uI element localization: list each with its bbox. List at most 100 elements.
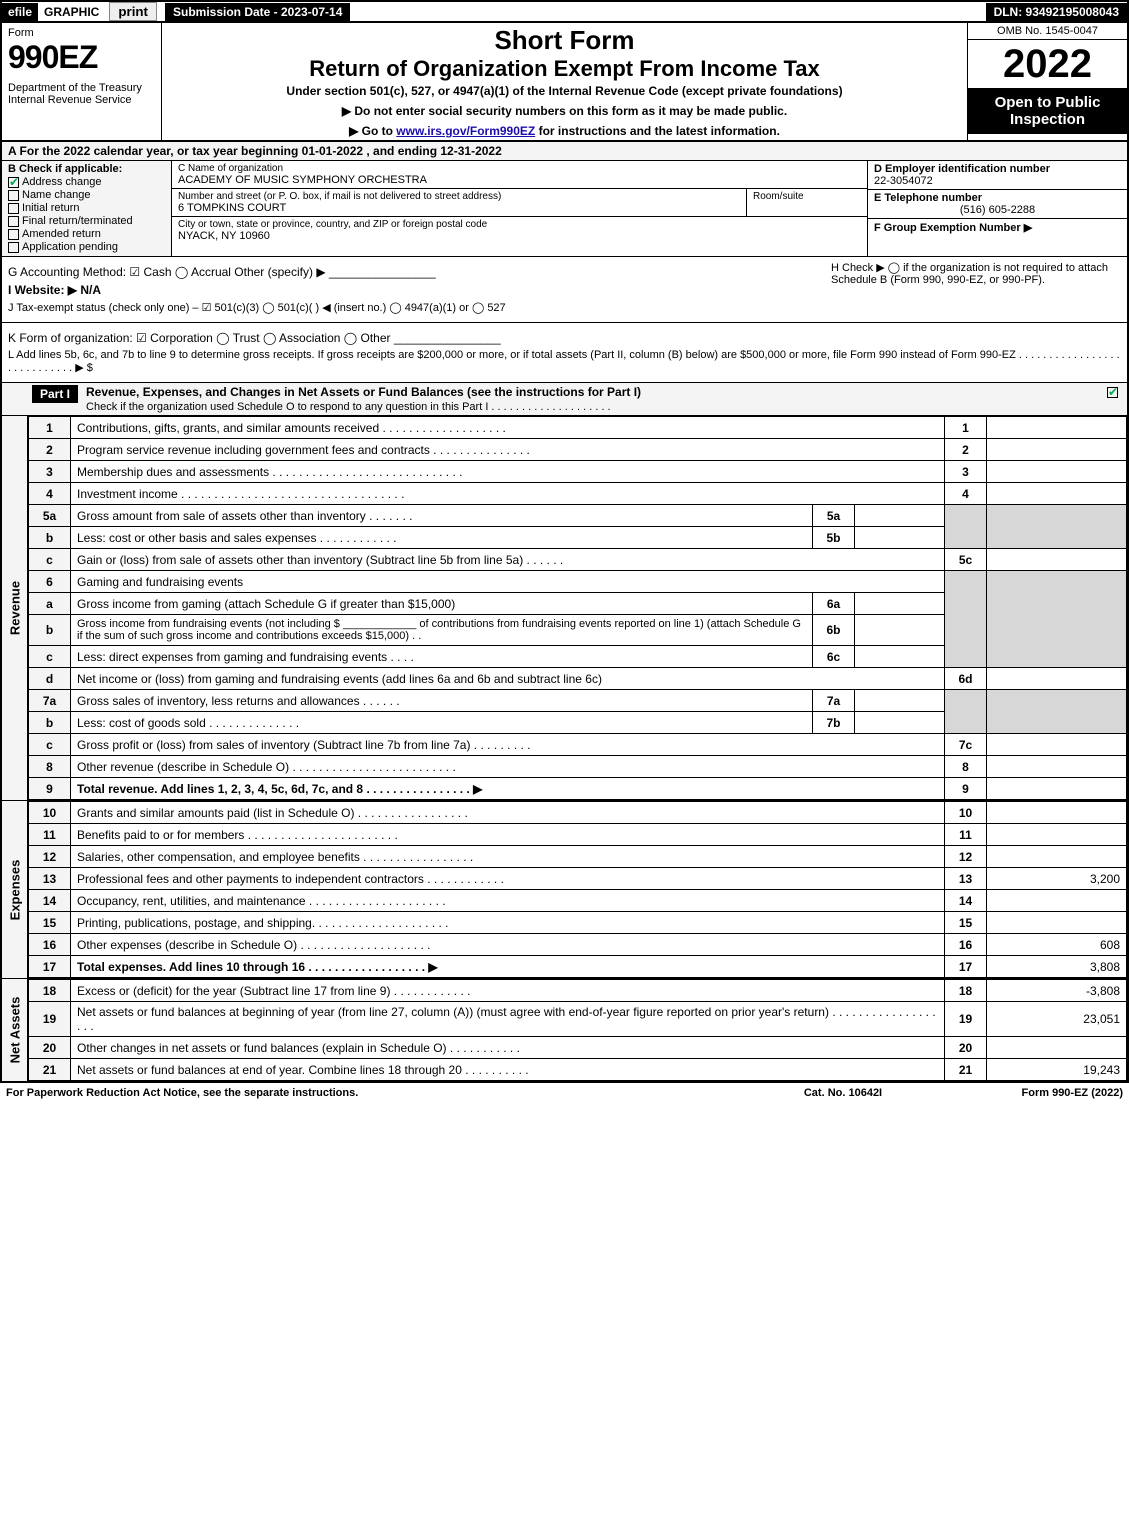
section-kl: K Form of organization: ☑ Corporation ◯ …: [0, 323, 1129, 382]
d3-label: F Group Exemption Number ▶: [874, 222, 1032, 234]
section-bcd: B Check if applicable: Address change Na…: [0, 161, 1129, 257]
b-item-4[interactable]: Amended return: [8, 228, 165, 240]
c2-label: Number and street (or P. O. box, if mail…: [178, 191, 740, 202]
d1-value: 22-3054072: [874, 175, 933, 187]
table-row: 20Other changes in net assets or fund ba…: [29, 1037, 1127, 1059]
netassets-block: Net Assets 18Excess or (deficit) for the…: [0, 979, 1129, 1083]
row-a-text: A For the 2022 calendar year, or tax yea…: [8, 144, 502, 158]
title-short: Short Form: [168, 25, 961, 56]
d2-value: (516) 605-2288: [874, 204, 1121, 216]
c3-label: City or town, state or province, country…: [178, 219, 861, 230]
line-g: G Accounting Method: ☑ Cash ◯ Accrual Ot…: [8, 265, 821, 279]
line-h: H Check ▶ ◯ if the organization is not r…: [821, 261, 1121, 318]
note2-pre: ▶ Go to: [349, 124, 396, 138]
c3-value: NYACK, NY 10960: [178, 230, 861, 242]
title-under: Under section 501(c), 527, or 4947(a)(1)…: [168, 84, 961, 98]
part-i-title: Revenue, Expenses, and Changes in Net As…: [86, 385, 641, 399]
d2-label: E Telephone number: [874, 192, 982, 204]
dln-label: DLN: 93492195008043: [986, 3, 1127, 21]
graphic-label: GRAPHIC: [38, 3, 105, 21]
table-row: 8Other revenue (describe in Schedule O) …: [29, 756, 1127, 778]
table-row: 7aGross sales of inventory, less returns…: [29, 690, 1127, 712]
line-i: I Website: ▶ N/A: [8, 283, 821, 297]
b-item-0[interactable]: Address change: [8, 176, 165, 188]
efile-label: efile: [2, 3, 38, 21]
row-a: A For the 2022 calendar year, or tax yea…: [0, 142, 1129, 161]
c-address: Number and street (or P. O. box, if mail…: [172, 189, 867, 217]
table-row: 14Occupancy, rent, utilities, and mainte…: [29, 890, 1127, 912]
side-revenue: Revenue: [2, 416, 28, 800]
c-name: C Name of organization ACADEMY OF MUSIC …: [172, 161, 867, 189]
table-row: 16Other expenses (describe in Schedule O…: [29, 934, 1127, 956]
footer-left: For Paperwork Reduction Act Notice, see …: [6, 1087, 743, 1099]
table-row: 21Net assets or fund balances at end of …: [29, 1059, 1127, 1081]
revenue-table: 1Contributions, gifts, grants, and simil…: [28, 416, 1127, 800]
line-j: J Tax-exempt status (check only one) – ☑…: [8, 301, 821, 314]
form-number: 990EZ: [8, 39, 155, 76]
page-footer: For Paperwork Reduction Act Notice, see …: [0, 1083, 1129, 1103]
c1-value: ACADEMY OF MUSIC SYMPHONY ORCHESTRA: [178, 174, 861, 186]
footer-right: Form 990-EZ (2022): [943, 1087, 1123, 1099]
c-city: City or town, state or province, country…: [172, 217, 867, 244]
side-expenses: Expenses: [2, 801, 28, 978]
line-k: K Form of organization: ☑ Corporation ◯ …: [8, 331, 1121, 345]
table-row: 13Professional fees and other payments t…: [29, 868, 1127, 890]
c2-value: 6 TOMPKINS COURT: [178, 202, 740, 214]
table-row: 11Benefits paid to or for members . . . …: [29, 824, 1127, 846]
section-d: D Employer identification number22-30540…: [867, 161, 1127, 256]
table-row: 1Contributions, gifts, grants, and simil…: [29, 417, 1127, 439]
checkbox-icon[interactable]: [8, 177, 19, 188]
print-button[interactable]: print: [109, 2, 157, 21]
b-title: B Check if applicable:: [8, 163, 165, 175]
irs-link[interactable]: www.irs.gov/Form990EZ: [396, 124, 535, 138]
header-center: Short Form Return of Organization Exempt…: [162, 23, 967, 140]
note-link: ▶ Go to www.irs.gov/Form990EZ for instru…: [168, 124, 961, 138]
b-item-5[interactable]: Application pending: [8, 241, 165, 253]
checkbox-icon[interactable]: [8, 229, 19, 240]
footer-mid: Cat. No. 10642I: [743, 1087, 943, 1099]
line-l: L Add lines 5b, 6c, and 7b to line 9 to …: [8, 349, 1121, 374]
checkbox-icon[interactable]: [8, 190, 19, 201]
checkbox-icon[interactable]: [1107, 387, 1118, 398]
checkbox-icon[interactable]: [8, 203, 19, 214]
b-item-2[interactable]: Initial return: [8, 202, 165, 214]
table-row: 5aGross amount from sale of assets other…: [29, 505, 1127, 527]
omb-label: OMB No. 1545-0047: [968, 23, 1127, 40]
table-row: 10Grants and similar amounts paid (list …: [29, 802, 1127, 824]
form-header: Form 990EZ Department of the Treasury In…: [0, 23, 1129, 142]
note2-post: for instructions and the latest informat…: [535, 124, 780, 138]
netassets-table: 18Excess or (deficit) for the year (Subt…: [28, 979, 1127, 1081]
expenses-table: 10Grants and similar amounts paid (list …: [28, 801, 1127, 978]
section-ghi: G Accounting Method: ☑ Cash ◯ Accrual Ot…: [0, 257, 1129, 322]
checkbox-icon[interactable]: [8, 216, 19, 227]
table-row: 9Total revenue. Add lines 1, 2, 3, 4, 5c…: [29, 778, 1127, 800]
header-left: Form 990EZ Department of the Treasury In…: [2, 23, 162, 140]
table-row: 4Investment income . . . . . . . . . . .…: [29, 483, 1127, 505]
table-row: 6Gaming and fundraising events: [29, 571, 1127, 593]
tax-year: 2022: [968, 40, 1127, 88]
table-row: 12Salaries, other compensation, and empl…: [29, 846, 1127, 868]
table-row: 3Membership dues and assessments . . . .…: [29, 461, 1127, 483]
part-i-label: Part I: [32, 385, 78, 403]
open-public: Open to Public Inspection: [968, 88, 1127, 134]
dept-label: Department of the Treasury Internal Reve…: [8, 82, 155, 106]
note-ssn: ▶ Do not enter social security numbers o…: [168, 104, 961, 118]
table-row: 15Printing, publications, postage, and s…: [29, 912, 1127, 934]
form-word: Form: [8, 27, 155, 39]
c2r-label: Room/suite: [753, 191, 861, 202]
expenses-block: Expenses 10Grants and similar amounts pa…: [0, 801, 1129, 979]
part-i-sub: Check if the organization used Schedule …: [86, 401, 611, 413]
table-row: 19Net assets or fund balances at beginni…: [29, 1002, 1127, 1037]
revenue-block: Revenue 1Contributions, gifts, grants, a…: [0, 416, 1129, 801]
c1-label: C Name of organization: [178, 163, 861, 174]
header-right: OMB No. 1545-0047 2022 Open to Public In…: [967, 23, 1127, 140]
b-item-3[interactable]: Final return/terminated: [8, 215, 165, 227]
b-item-1[interactable]: Name change: [8, 189, 165, 201]
checkbox-icon[interactable]: [8, 242, 19, 253]
table-row: 18Excess or (deficit) for the year (Subt…: [29, 980, 1127, 1002]
table-row: cGain or (loss) from sale of assets othe…: [29, 549, 1127, 571]
d1-label: D Employer identification number: [874, 163, 1050, 175]
submission-date: Submission Date - 2023-07-14: [165, 3, 350, 21]
section-c: C Name of organization ACADEMY OF MUSIC …: [172, 161, 867, 256]
title-return: Return of Organization Exempt From Incom…: [168, 56, 961, 82]
